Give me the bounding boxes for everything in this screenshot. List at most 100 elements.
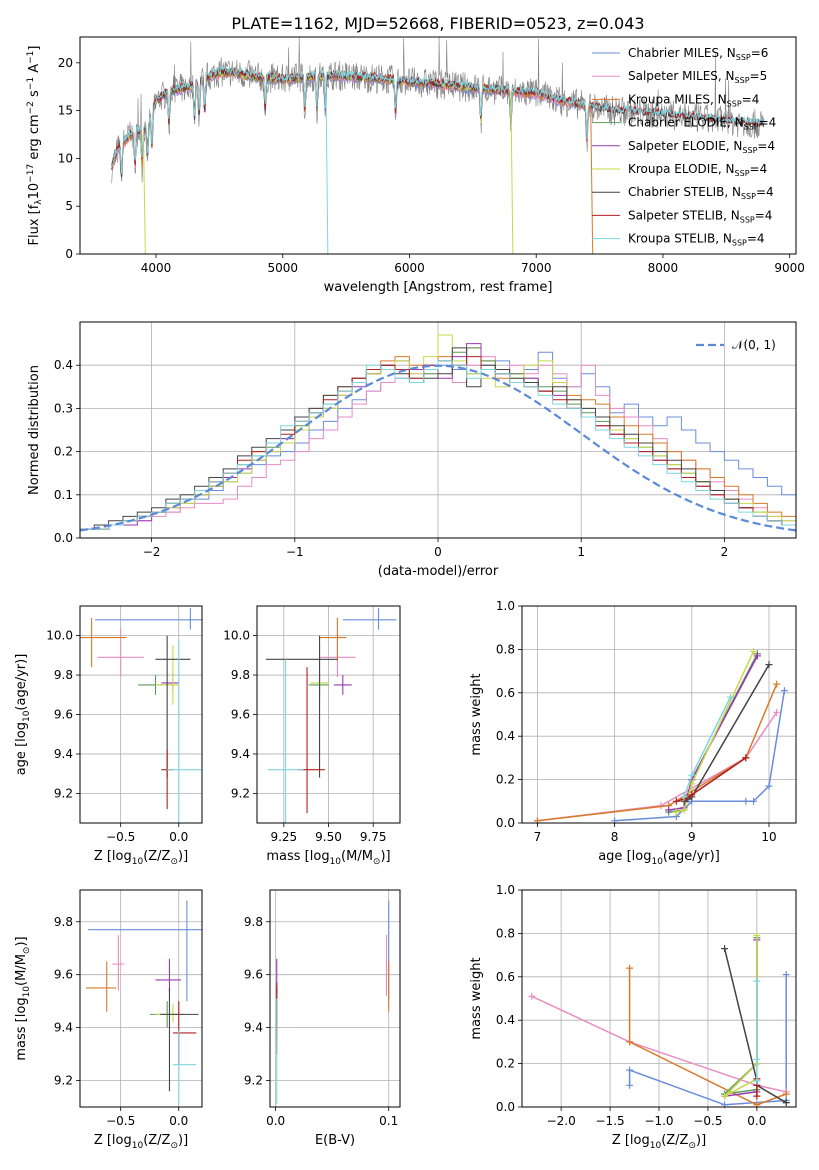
model-truncation-drop — [510, 91, 514, 254]
legend-entry-sub: SSP — [742, 146, 757, 155]
spectrum-ytick-label: 10 — [58, 151, 73, 165]
weight-z-marker — [721, 1092, 729, 1100]
weight-z-xtick-label: −0.5 — [693, 1114, 722, 1128]
age-z-xlabel-sub: ⊙ — [170, 857, 178, 867]
age-mass-ytick-label: 10.0 — [223, 629, 250, 643]
weight-age-marker — [773, 680, 781, 688]
spectrum-ytick-label: 20 — [58, 56, 73, 70]
weight-z-marker — [626, 964, 634, 972]
legend-entry-text: =6 — [751, 46, 769, 60]
mass-vs-ebv-panel: 0.0 0.1 9.2 9.4 9.6 9.8 E(B-V) — [244, 889, 401, 1148]
legend-entry-sub: SSP — [741, 192, 756, 201]
weight-z-marker — [782, 1090, 790, 1098]
age-mass-xlabel-sub: 10 — [330, 857, 342, 867]
age-z-ticks: −0.5 0.0 9.2 9.4 9.6 9.8 10.0 — [46, 629, 188, 844]
histogram-ytick-label: 0.1 — [54, 488, 73, 502]
weight-age-marker — [780, 687, 788, 695]
weight-z-marker — [753, 1092, 761, 1100]
weight-age-plot-area — [522, 605, 796, 825]
age-z-xlabel-sub: 10 — [132, 857, 144, 867]
legend-entry-7: Salpeter STELIB, NSSP=4 — [628, 208, 772, 224]
weight-z-xtick-label: −1.0 — [644, 1114, 673, 1128]
weight-vs-age-panel: 7 8 9 100.00.20.40.60.81.0 age [log10(age/y… — [469, 599, 797, 867]
age-z-ytick-label: 10.0 — [46, 629, 73, 643]
histogram-legend: 𝒩(0, 1) — [696, 338, 776, 352]
weight-z-xtick-label: 0.0 — [747, 1114, 766, 1128]
mass-z-xlabel-part: )] — [178, 1133, 188, 1148]
weight-z-series-2 — [628, 968, 787, 1106]
legend-entry-sub: SSP — [735, 76, 750, 85]
age-mass-errorbars — [265, 607, 397, 823]
mass-z-ylabel-part: mass [log — [14, 997, 29, 1060]
legend-entry-sub: SSP — [727, 99, 742, 108]
weight-age-xlabel-sub: 10 — [651, 857, 663, 867]
weight-z-ytick-label: 0.0 — [496, 1100, 515, 1114]
weight-z-ytick-label: 1.0 — [496, 883, 515, 897]
weight-z-marker — [753, 932, 761, 940]
age-z-ytick-label: 9.4 — [54, 747, 73, 761]
age-z-ylabel-part: age [log — [14, 722, 29, 775]
weight-z-marker — [782, 971, 790, 979]
spectrum-ylabel-sub: λ — [34, 199, 44, 205]
age-z-xlabel-part: (Z/Z — [143, 849, 170, 864]
weight-age-ylabel: mass weight — [469, 673, 484, 755]
mass-z-xlabel-sub: ⊙ — [170, 1141, 178, 1151]
mass-z-ytick-label: 9.2 — [54, 1074, 73, 1088]
mass-ebv-xlabel: E(B-V) — [315, 1133, 355, 1148]
spectrum-ytick-label: 0 — [65, 247, 73, 261]
age-z-xlabel-part: )] — [178, 849, 188, 864]
legend-entry-text: Chabrier STELIB, N — [628, 185, 741, 199]
weight-z-lines — [528, 932, 790, 1109]
age-z-plot-area — [80, 606, 202, 823]
model-spectrum-8 — [111, 65, 765, 174]
spectrum-ylabel-part: A — [27, 64, 42, 77]
weight-z-series-1 — [531, 995, 787, 1093]
weight-z-ylabel: mass weight — [469, 957, 484, 1039]
weight-age-ytick-label: 0.4 — [496, 729, 515, 743]
legend-entry-0: Chabrier MILES, NSSP=6 — [628, 46, 768, 62]
weight-z-xtick-label: −2.0 — [547, 1114, 576, 1128]
mass-z-ylabel-sub: ⊙ — [22, 947, 32, 955]
spectrum-ylabel-sup: −1 — [26, 51, 36, 64]
age-mass-xlabel-part: (M/M — [341, 849, 373, 864]
model-truncation-drop — [325, 75, 329, 254]
weight-z-marker — [721, 945, 729, 953]
age-mass-xtick-label: 9.25 — [270, 830, 297, 844]
age-mass-ytick-label: 9.8 — [231, 668, 250, 682]
spectrum-lines — [111, 37, 765, 254]
weight-age-marker — [680, 793, 688, 801]
mass-ebv-ytick-label: 9.6 — [244, 968, 263, 982]
spectrum-xtick-label: 4000 — [141, 261, 172, 275]
normal-distribution-curve — [80, 364, 796, 532]
histogram-ytick-label: 0.3 — [54, 401, 73, 415]
histogram-ytick-label: 0.2 — [54, 445, 73, 459]
mass-ebv-ytick-label: 9.4 — [244, 1021, 263, 1035]
histogram-ytick-label: 0.0 — [54, 531, 73, 545]
weight-z-marker — [626, 1066, 634, 1074]
mass-z-plot-area — [80, 890, 202, 1107]
weight-age-xlabel-part: (age/yr)] — [663, 849, 720, 864]
histogram-series-5 — [80, 334, 796, 530]
age-z-errorbars — [80, 607, 202, 823]
age-mass-ytick-label: 9.6 — [231, 708, 250, 722]
age-z-xlabel-part: Z [log — [94, 849, 132, 864]
weight-age-ytick-label: 0.0 — [496, 816, 515, 830]
mass-ebv-ticks: 0.0 0.1 9.2 9.4 9.6 9.8 — [244, 915, 398, 1128]
model-truncation-drop — [590, 106, 594, 254]
weight-age-xtick-label: 10 — [761, 830, 776, 844]
weight-age-series-7 — [676, 757, 747, 803]
weight-age-marker — [688, 791, 696, 799]
legend-entry-8: Kroupa STELIB, NSSP=4 — [628, 232, 765, 248]
legend-entry-text: =4 — [747, 232, 765, 246]
mass-ebv-plot-area — [270, 890, 400, 1107]
mass-z-ytick-label: 9.6 — [54, 968, 73, 982]
mass-z-ylabel-part: )] — [14, 936, 29, 946]
age-mass-xlabel-part: mass [log — [266, 849, 329, 864]
weight-z-marker — [782, 1099, 790, 1107]
weight-age-xtick-label: 8 — [611, 830, 619, 844]
weight-age-ytick-label: 1.0 — [496, 599, 515, 613]
weight-age-marker — [750, 797, 758, 805]
age-mass-xlabel: mass [log10(M/M⊙)] — [266, 849, 390, 867]
weight-age-marker — [665, 806, 673, 814]
